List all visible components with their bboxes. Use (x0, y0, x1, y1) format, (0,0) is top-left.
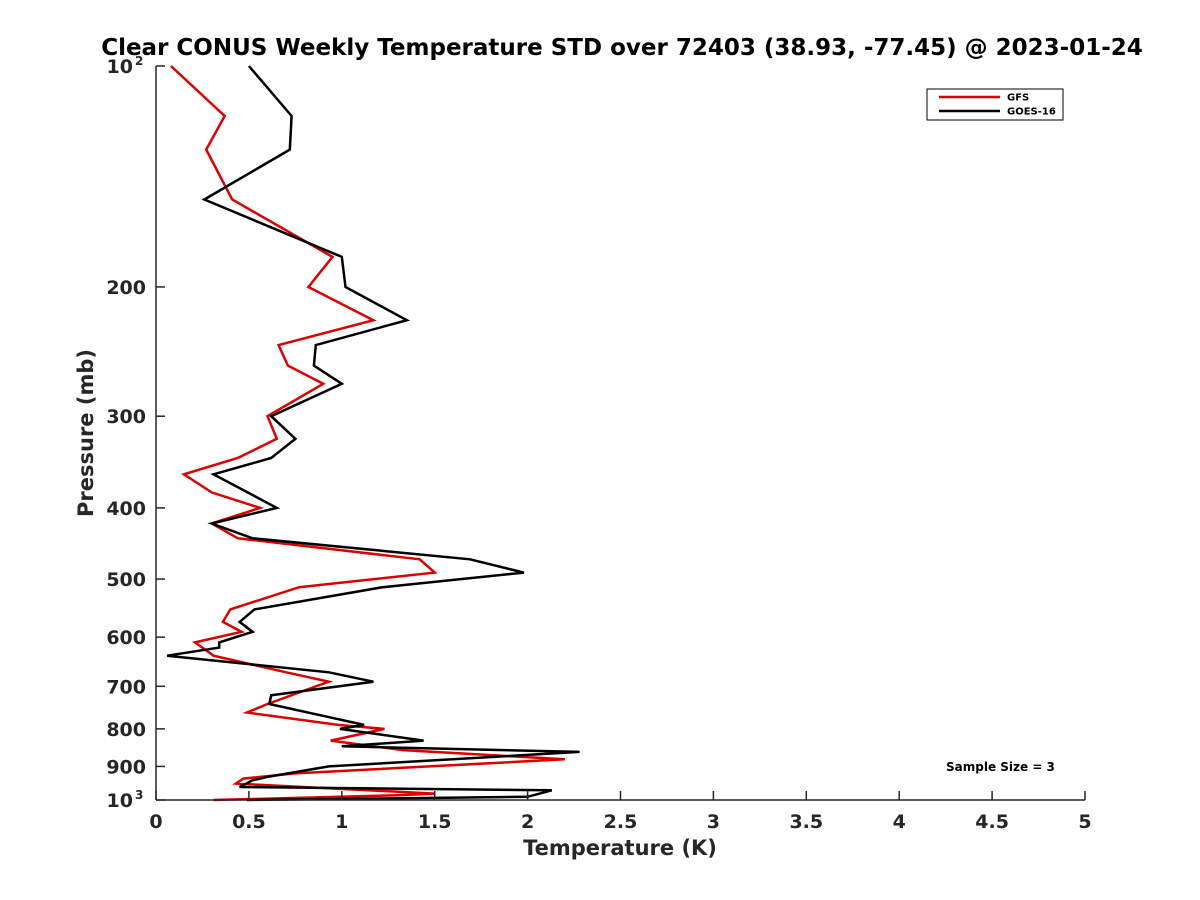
x-tick-label: 4 (893, 811, 906, 833)
plot-area (156, 66, 1085, 800)
y-tick-label: 900 (106, 756, 146, 778)
y-axis-label: Pressure (mb) (74, 349, 98, 517)
y-tick-label: 200 (106, 277, 146, 299)
sample-size-annotation: Sample Size = 3 (946, 760, 1055, 774)
y-tick-exponent: 2 (135, 54, 143, 68)
y-tick-label: 500 (106, 569, 146, 591)
legend-box (926, 88, 1064, 121)
chart-title: Clear CONUS Weekly Temperature STD over … (101, 35, 1143, 61)
y-tick-label: 10 (107, 790, 133, 812)
y-tick-label: 400 (106, 498, 146, 520)
x-tick-label: 0 (149, 811, 162, 833)
x-tick-label: 1 (335, 811, 348, 833)
legend-label-gfs: GFS (1007, 93, 1029, 104)
plot-background (156, 66, 1085, 800)
y-tick-label: 300 (106, 406, 146, 428)
x-axis-label: Temperature (K) (523, 836, 717, 860)
legend: GFS GOES-16 (926, 88, 1064, 121)
series-line-gfs (170, 65, 565, 802)
y-tick-label: 700 (106, 676, 146, 698)
x-tick-label: 4.5 (975, 811, 1009, 833)
y-tick-label: 600 (106, 627, 146, 649)
y-tick-label: 800 (106, 719, 146, 741)
x-tick-label: 3 (707, 811, 720, 833)
x-tick-label: 3.5 (789, 811, 823, 833)
x-tick-label: 0.5 (232, 811, 266, 833)
x-tick-label: 2 (521, 811, 534, 833)
series-layer (166, 65, 580, 802)
series-line-goes-16 (166, 65, 580, 802)
x-tick-label: 2.5 (604, 811, 638, 833)
x-tick-label: 5 (1078, 811, 1091, 833)
legend-label-goes16: GOES-16 (1007, 107, 1056, 118)
y-tick-label: 10 (107, 56, 133, 78)
x-tick-label: 1.5 (418, 811, 452, 833)
y-tick-exponent: 3 (135, 788, 143, 802)
x-ticks: 0 0.5 1 1.5 2 2.5 3 3.5 4 4.5 5 (149, 791, 1092, 833)
